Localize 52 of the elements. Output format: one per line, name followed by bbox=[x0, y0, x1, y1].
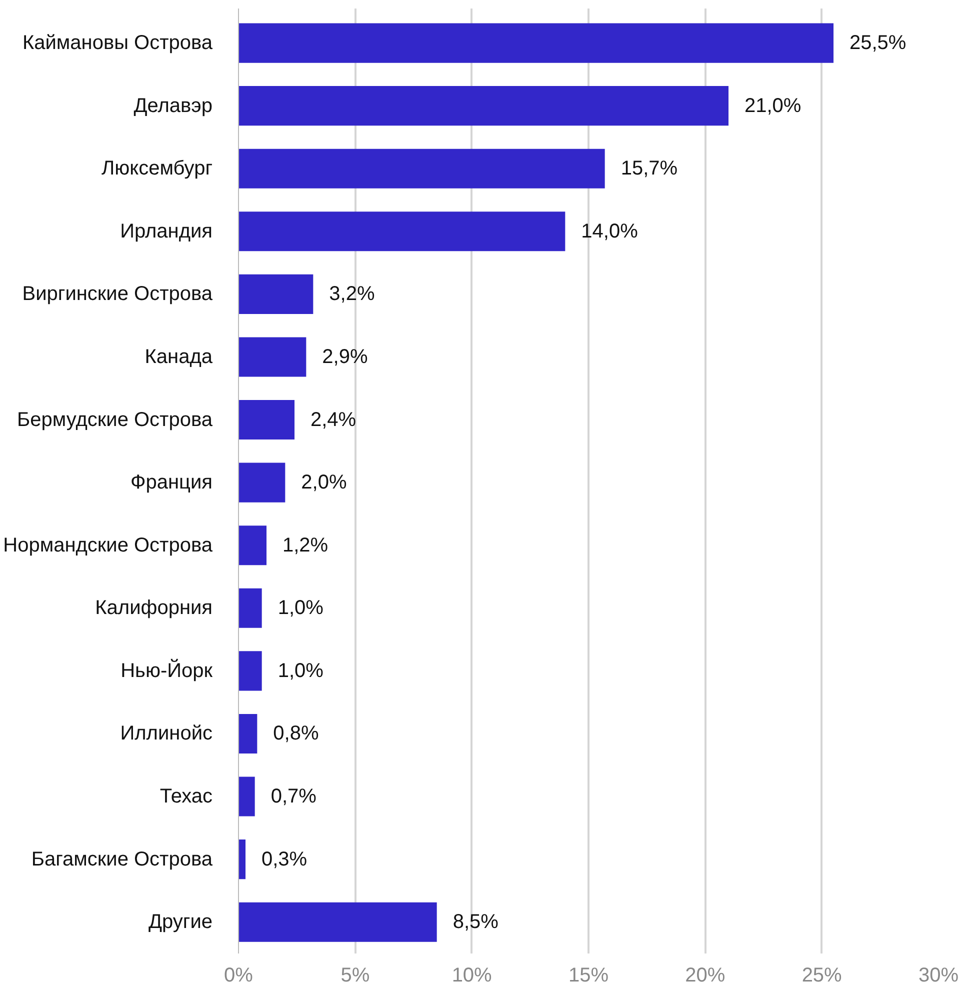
data-label: 21,0% bbox=[744, 94, 802, 117]
data-label: 1,2% bbox=[282, 534, 328, 556]
y-tick-label: Техас bbox=[160, 786, 213, 808]
data-label: 0,8% bbox=[273, 722, 319, 745]
bar bbox=[238, 714, 258, 754]
x-tick-label: 0% bbox=[224, 964, 254, 986]
y-tick-label: Виргинские Острова bbox=[22, 283, 214, 306]
bar bbox=[238, 400, 294, 440]
data-label: 8,5% bbox=[452, 911, 499, 934]
data-label: 2,0% bbox=[301, 472, 347, 494]
bar bbox=[238, 776, 255, 816]
bar bbox=[238, 337, 306, 377]
x-tick-label: 30% bbox=[918, 964, 959, 986]
data-label: 1,0% bbox=[278, 660, 324, 682]
bar bbox=[238, 651, 262, 691]
y-tick-label: Ирландия bbox=[120, 220, 213, 242]
y-tick-label: Каймановы Острова bbox=[22, 32, 214, 54]
data-label: 2,9% bbox=[322, 346, 368, 368]
bar bbox=[238, 23, 834, 63]
x-tick-label: 15% bbox=[568, 964, 609, 986]
bar bbox=[238, 148, 605, 188]
data-label: 1,0% bbox=[278, 597, 324, 620]
data-label: 14,0% bbox=[581, 220, 638, 242]
x-tick-label: 25% bbox=[802, 964, 842, 986]
bar bbox=[238, 86, 728, 126]
y-tick-label: Бермудские Острова bbox=[17, 408, 214, 431]
y-tick-label: Канада bbox=[144, 346, 214, 368]
data-label: 2,4% bbox=[310, 408, 356, 431]
bar bbox=[238, 902, 437, 942]
bar bbox=[238, 588, 262, 628]
y-tick-label: Франция bbox=[130, 472, 212, 494]
y-tick-label: Делавэр bbox=[134, 94, 212, 117]
data-label: 0,3% bbox=[262, 848, 308, 870]
x-tick-label: 10% bbox=[452, 964, 492, 986]
bar bbox=[238, 526, 266, 566]
bar bbox=[238, 840, 246, 880]
y-tick-label: Багамские Острова bbox=[31, 848, 214, 870]
x-tick-label: 20% bbox=[685, 964, 726, 986]
y-tick-label: Иллинойс bbox=[120, 722, 213, 745]
x-tick-label: 5% bbox=[340, 964, 370, 986]
y-tick-label: Другие bbox=[148, 911, 213, 934]
data-label: 3,2% bbox=[329, 283, 375, 306]
bar bbox=[238, 212, 566, 252]
data-label: 15,7% bbox=[620, 158, 678, 180]
y-tick-label: Нью-Йорк bbox=[120, 658, 213, 682]
data-label: 0,7% bbox=[270, 786, 317, 808]
bar bbox=[238, 274, 314, 314]
data-label: 25,5% bbox=[850, 32, 906, 54]
y-tick-label: Люксембург bbox=[102, 158, 213, 180]
y-tick-label: Калифорния bbox=[95, 597, 213, 620]
y-tick-label: Нормандские Острова bbox=[3, 534, 214, 556]
bar bbox=[238, 462, 286, 502]
